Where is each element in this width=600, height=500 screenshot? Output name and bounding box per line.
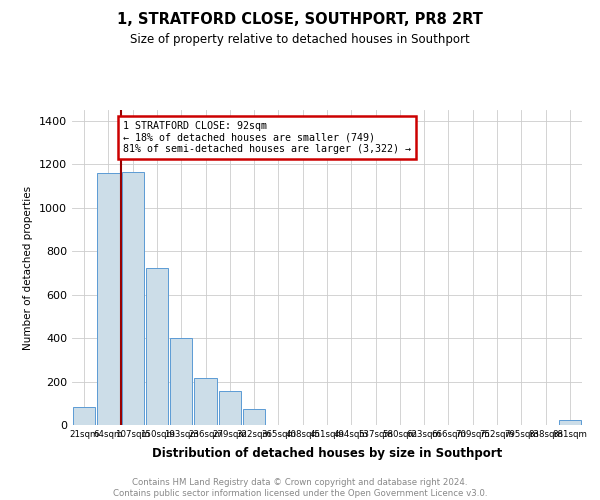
Bar	[73, 406, 95, 425]
Bar	[218, 392, 241, 425]
Text: 1, STRATFORD CLOSE, SOUTHPORT, PR8 2RT: 1, STRATFORD CLOSE, SOUTHPORT, PR8 2RT	[117, 12, 483, 28]
Y-axis label: Number of detached properties: Number of detached properties	[23, 186, 34, 350]
Bar	[170, 338, 193, 425]
Bar	[122, 172, 144, 425]
Bar	[559, 420, 581, 425]
Bar	[97, 173, 119, 425]
Bar	[243, 408, 265, 425]
X-axis label: Distribution of detached houses by size in Southport: Distribution of detached houses by size …	[152, 447, 502, 460]
Text: 1 STRATFORD CLOSE: 92sqm
← 18% of detached houses are smaller (749)
81% of semi-: 1 STRATFORD CLOSE: 92sqm ← 18% of detach…	[123, 121, 411, 154]
Text: Contains HM Land Registry data © Crown copyright and database right 2024.
Contai: Contains HM Land Registry data © Crown c…	[113, 478, 487, 498]
Bar	[146, 268, 168, 425]
Text: Size of property relative to detached houses in Southport: Size of property relative to detached ho…	[130, 32, 470, 46]
Bar	[194, 378, 217, 425]
